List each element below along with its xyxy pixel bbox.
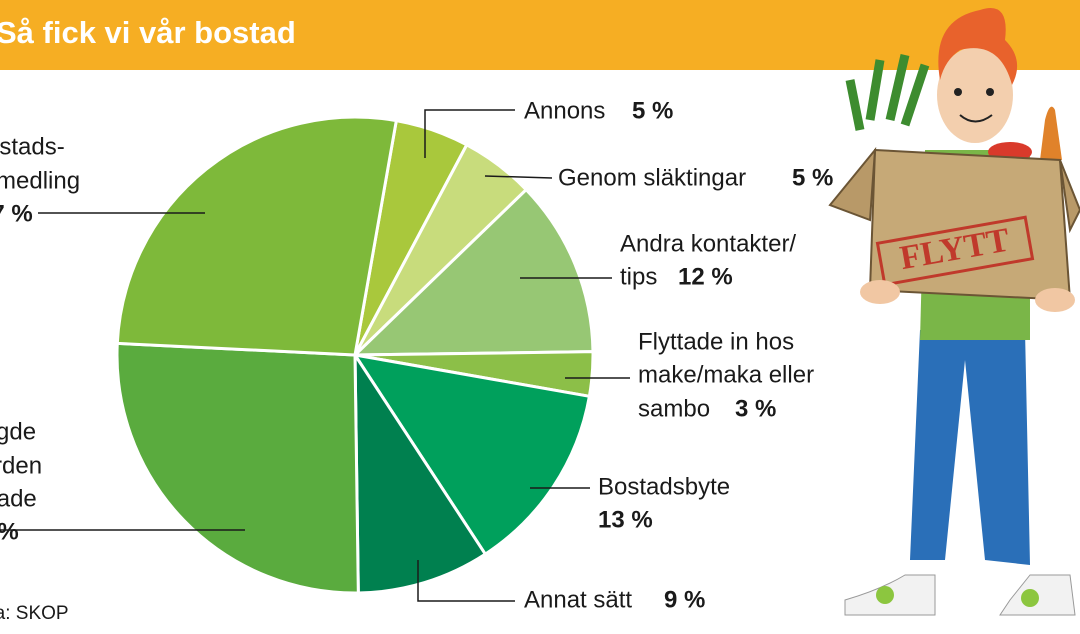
pie-slice <box>353 188 595 357</box>
slice-label: Andra kontakter/ <box>620 230 796 257</box>
slice-label: make/maka eller <box>638 361 814 388</box>
slice-label: Flyttade in hos <box>638 328 794 355</box>
value-label: 12 % <box>678 263 733 290</box>
slice-label: och frågade <box>0 485 37 512</box>
pie-slice <box>115 341 360 595</box>
slice-label: Ringde <box>0 418 36 445</box>
slice-label: hyresvärden <box>0 452 42 479</box>
pie-slice <box>353 353 487 595</box>
value-label: 9 % <box>664 586 705 613</box>
leader-line <box>424 109 515 158</box>
illustration: FLYTT <box>828 8 1080 616</box>
slice-label: Genom släktingar <box>558 164 746 191</box>
source: Källa: SKOP <box>0 603 69 624</box>
leader-line <box>484 175 553 179</box>
value-label: 13 % <box>598 506 653 533</box>
leader-line <box>417 560 515 602</box>
slice-label: Annons <box>524 97 605 124</box>
slice-label: Annat sätt <box>524 586 632 613</box>
value-label: 5 % <box>792 164 833 191</box>
slice-label: tips <box>620 263 657 290</box>
value-label: 5 % <box>632 97 673 124</box>
slice-label: Bostads- <box>0 133 65 160</box>
pie-slice <box>115 115 398 357</box>
pie-slice <box>353 353 591 556</box>
slice-label: Bostadsbyte <box>598 473 730 500</box>
value-label: 26 % <box>0 518 19 545</box>
slice-label: sambo <box>638 395 710 422</box>
chart-title: Så fick vi vår bostad <box>0 15 296 50</box>
slice-label: förmedling <box>0 167 80 194</box>
value-label: 3 % <box>735 395 776 422</box>
value-label: 27 % <box>0 200 33 227</box>
